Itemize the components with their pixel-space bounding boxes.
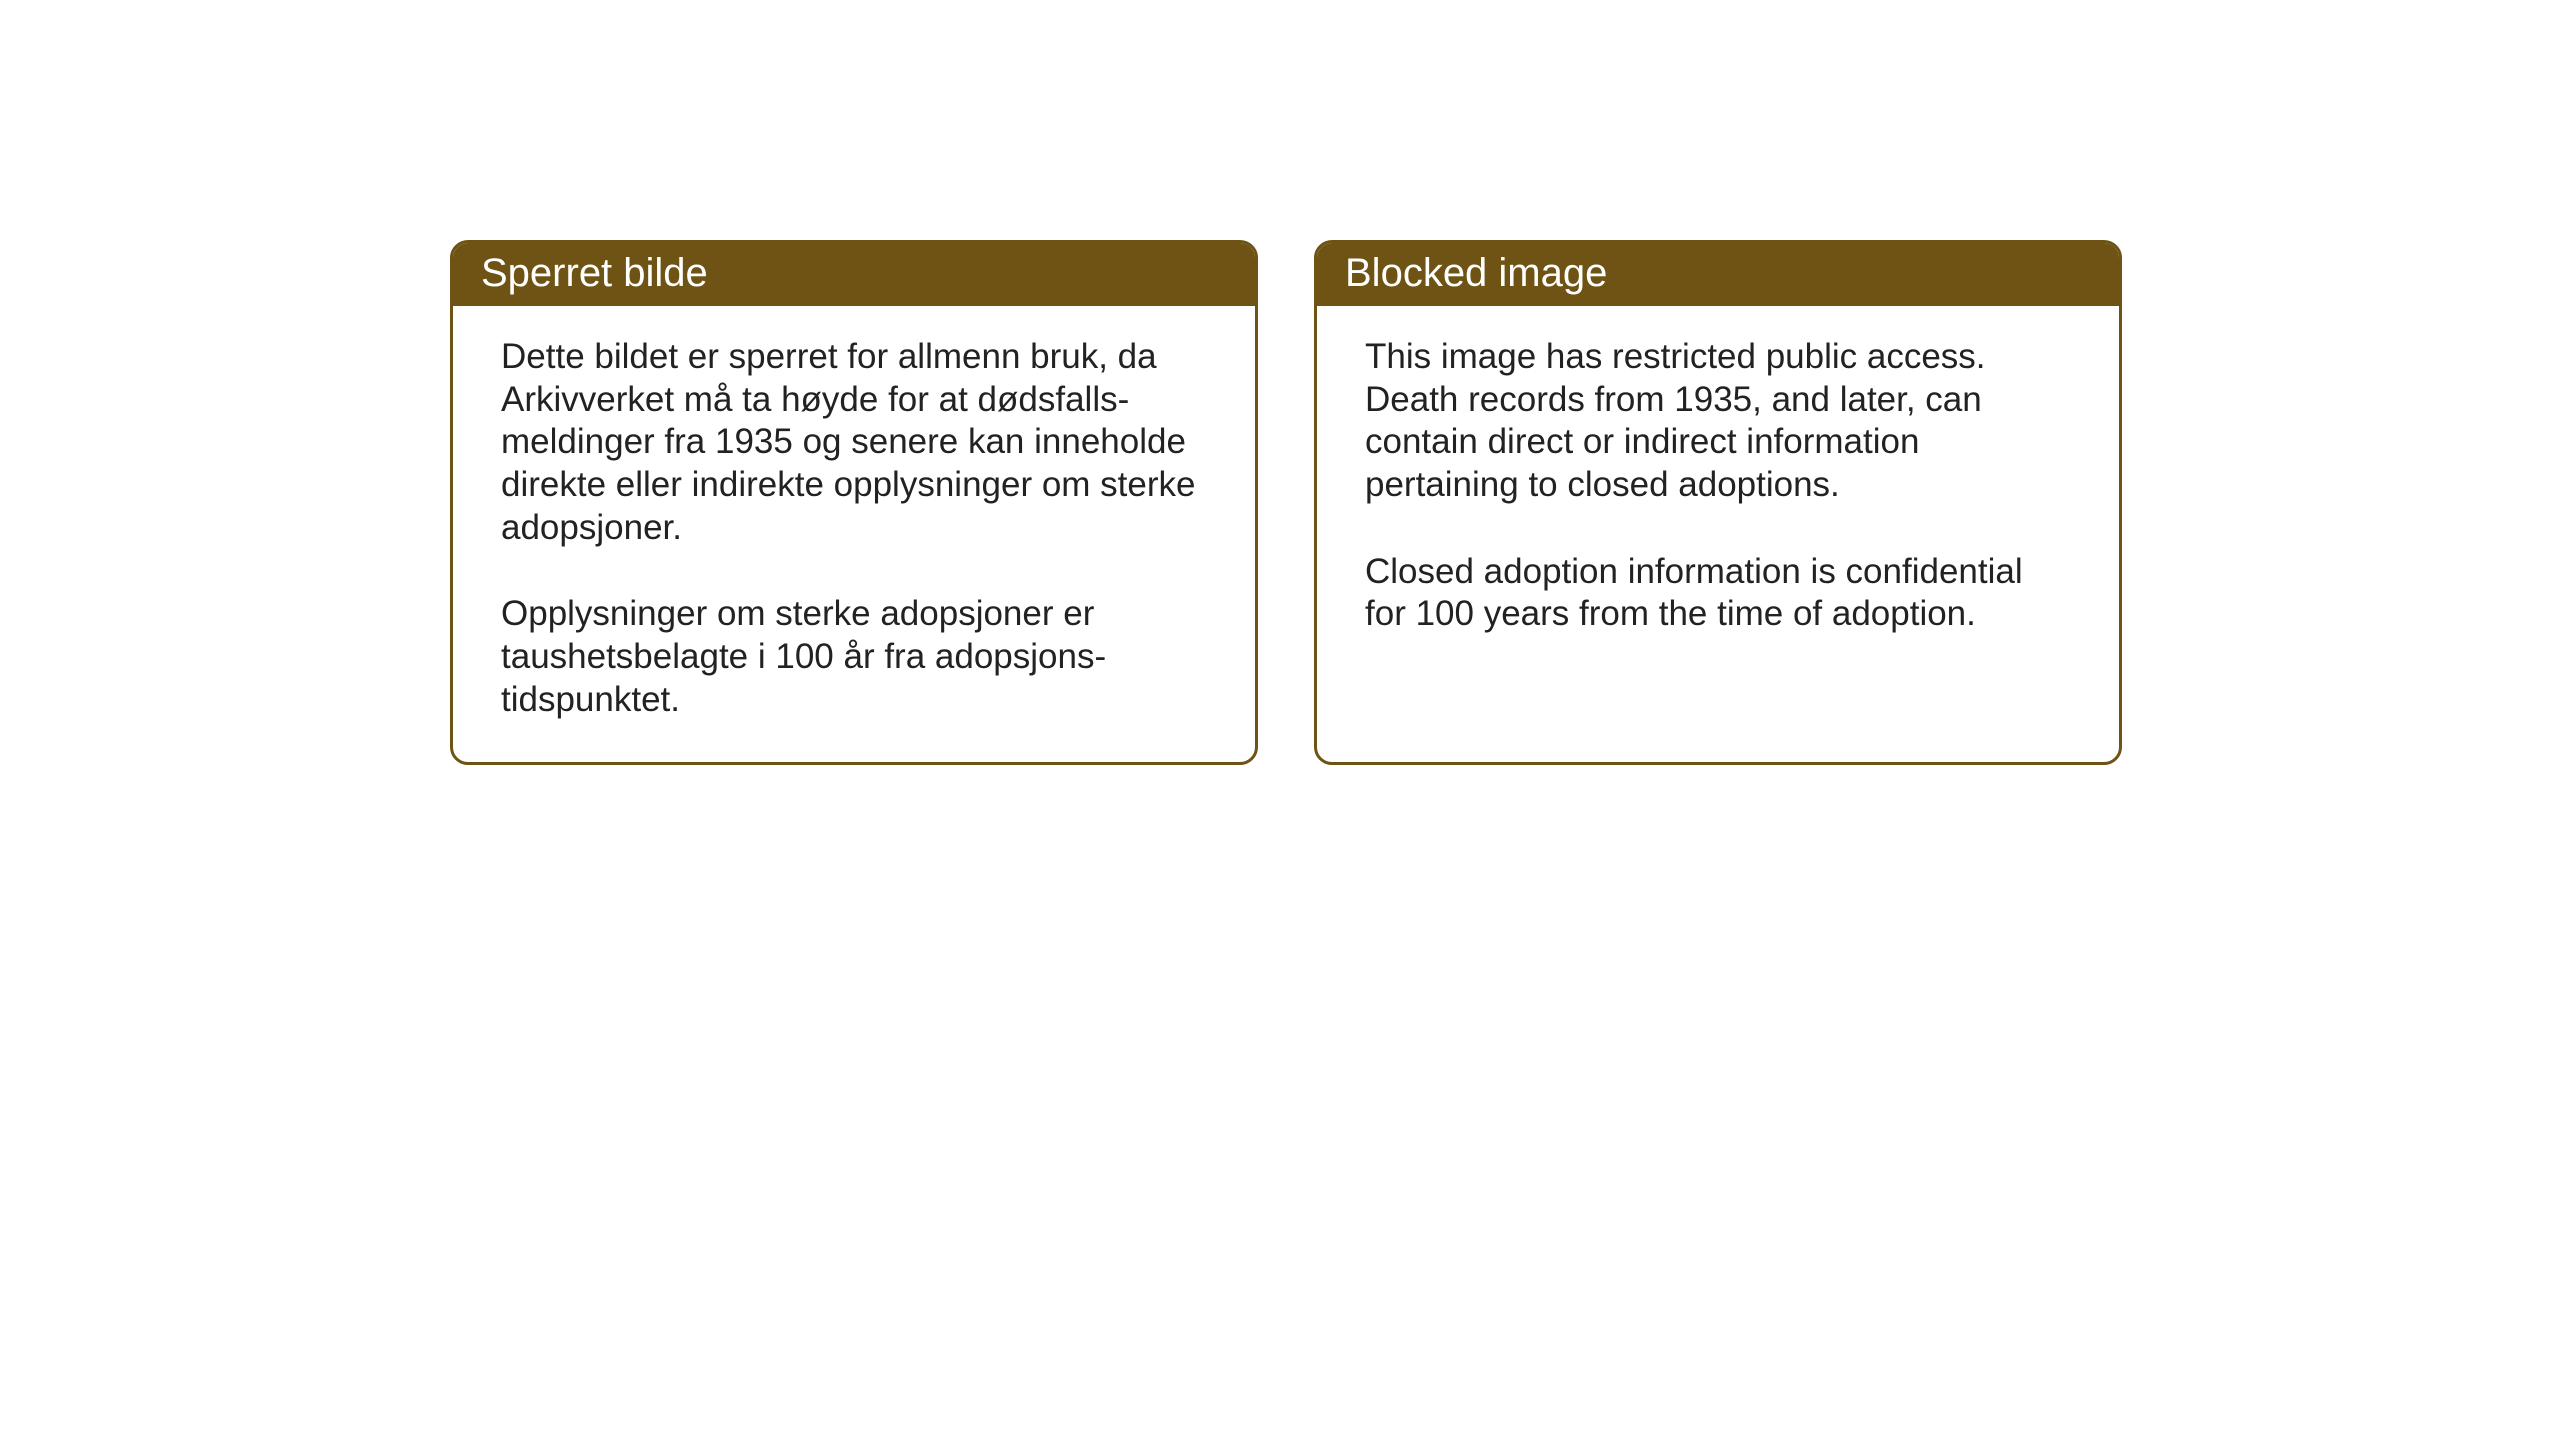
norwegian-card-header: Sperret bilde [453, 243, 1255, 306]
english-card-title: Blocked image [1345, 251, 1607, 295]
english-paragraph-1: This image has restricted public access.… [1365, 336, 2071, 507]
english-card: Blocked image This image has restricted … [1314, 240, 2122, 765]
norwegian-card-body: Dette bildet er sperret for allmenn bruk… [453, 306, 1255, 762]
norwegian-card: Sperret bilde Dette bildet er sperret fo… [450, 240, 1258, 765]
english-card-header: Blocked image [1317, 243, 2119, 306]
norwegian-card-title: Sperret bilde [481, 251, 708, 295]
norwegian-paragraph-2: Opplysninger om sterke adopsjoner er tau… [501, 593, 1207, 721]
norwegian-paragraph-1: Dette bildet er sperret for allmenn bruk… [501, 336, 1207, 549]
english-card-body: This image has restricted public access.… [1317, 306, 2119, 746]
cards-container: Sperret bilde Dette bildet er sperret fo… [0, 0, 2560, 765]
english-paragraph-2: Closed adoption information is confident… [1365, 551, 2071, 636]
